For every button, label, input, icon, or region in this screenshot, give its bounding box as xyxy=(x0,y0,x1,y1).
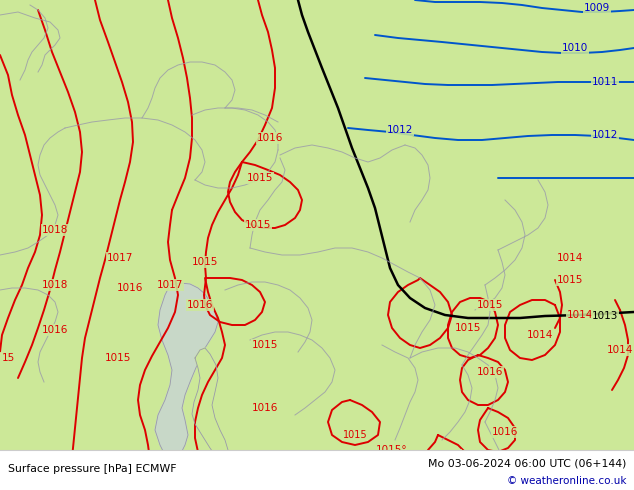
Text: 1014: 1014 xyxy=(567,310,593,320)
Text: 1013: 1013 xyxy=(592,311,618,321)
Text: Surface pressure [hPa] ECMWF: Surface pressure [hPa] ECMWF xyxy=(8,465,176,474)
Text: 15: 15 xyxy=(1,353,15,363)
Text: 1016: 1016 xyxy=(477,367,503,377)
Text: 1014: 1014 xyxy=(557,253,583,263)
Text: 1015: 1015 xyxy=(192,257,218,267)
Text: 1017: 1017 xyxy=(107,253,133,263)
Text: 1015: 1015 xyxy=(343,430,367,440)
Text: 1015: 1015 xyxy=(455,323,481,333)
Text: 1016: 1016 xyxy=(187,300,213,310)
Text: 1015: 1015 xyxy=(252,340,278,350)
Text: 1017: 1017 xyxy=(157,280,183,290)
Text: 1016: 1016 xyxy=(327,457,353,467)
Text: 1011: 1011 xyxy=(592,77,618,87)
Text: 1015: 1015 xyxy=(417,470,443,480)
Text: 1016: 1016 xyxy=(257,133,283,143)
Text: © weatheronline.co.uk: © weatheronline.co.uk xyxy=(507,476,626,486)
Text: 1016: 1016 xyxy=(435,450,461,460)
Text: 1017: 1017 xyxy=(342,450,368,460)
Text: 1010: 1010 xyxy=(562,43,588,53)
Text: 1015: 1015 xyxy=(557,275,583,285)
Text: 1015°: 1015° xyxy=(376,445,408,455)
Text: 1015: 1015 xyxy=(367,470,393,480)
Text: 1016: 1016 xyxy=(117,283,143,293)
Text: 1012: 1012 xyxy=(592,130,618,140)
Polygon shape xyxy=(192,348,228,460)
Text: 1016: 1016 xyxy=(492,427,518,437)
Text: 1016: 1016 xyxy=(42,325,68,335)
Text: 1015: 1015 xyxy=(105,353,131,363)
Polygon shape xyxy=(155,283,218,460)
Text: 1014: 1014 xyxy=(527,330,553,340)
Text: 1018: 1018 xyxy=(42,225,68,235)
Text: 1015: 1015 xyxy=(245,220,271,230)
Text: 1014: 1014 xyxy=(607,345,633,355)
Text: 1015: 1015 xyxy=(247,173,273,183)
Text: 1016: 1016 xyxy=(252,403,278,413)
Text: 1012: 1012 xyxy=(387,125,413,135)
Text: 1015: 1015 xyxy=(477,300,503,310)
Text: Mo 03-06-2024 06:00 UTC (06+144): Mo 03-06-2024 06:00 UTC (06+144) xyxy=(428,458,626,468)
Text: 1018: 1018 xyxy=(42,280,68,290)
Text: 1009: 1009 xyxy=(584,3,610,13)
